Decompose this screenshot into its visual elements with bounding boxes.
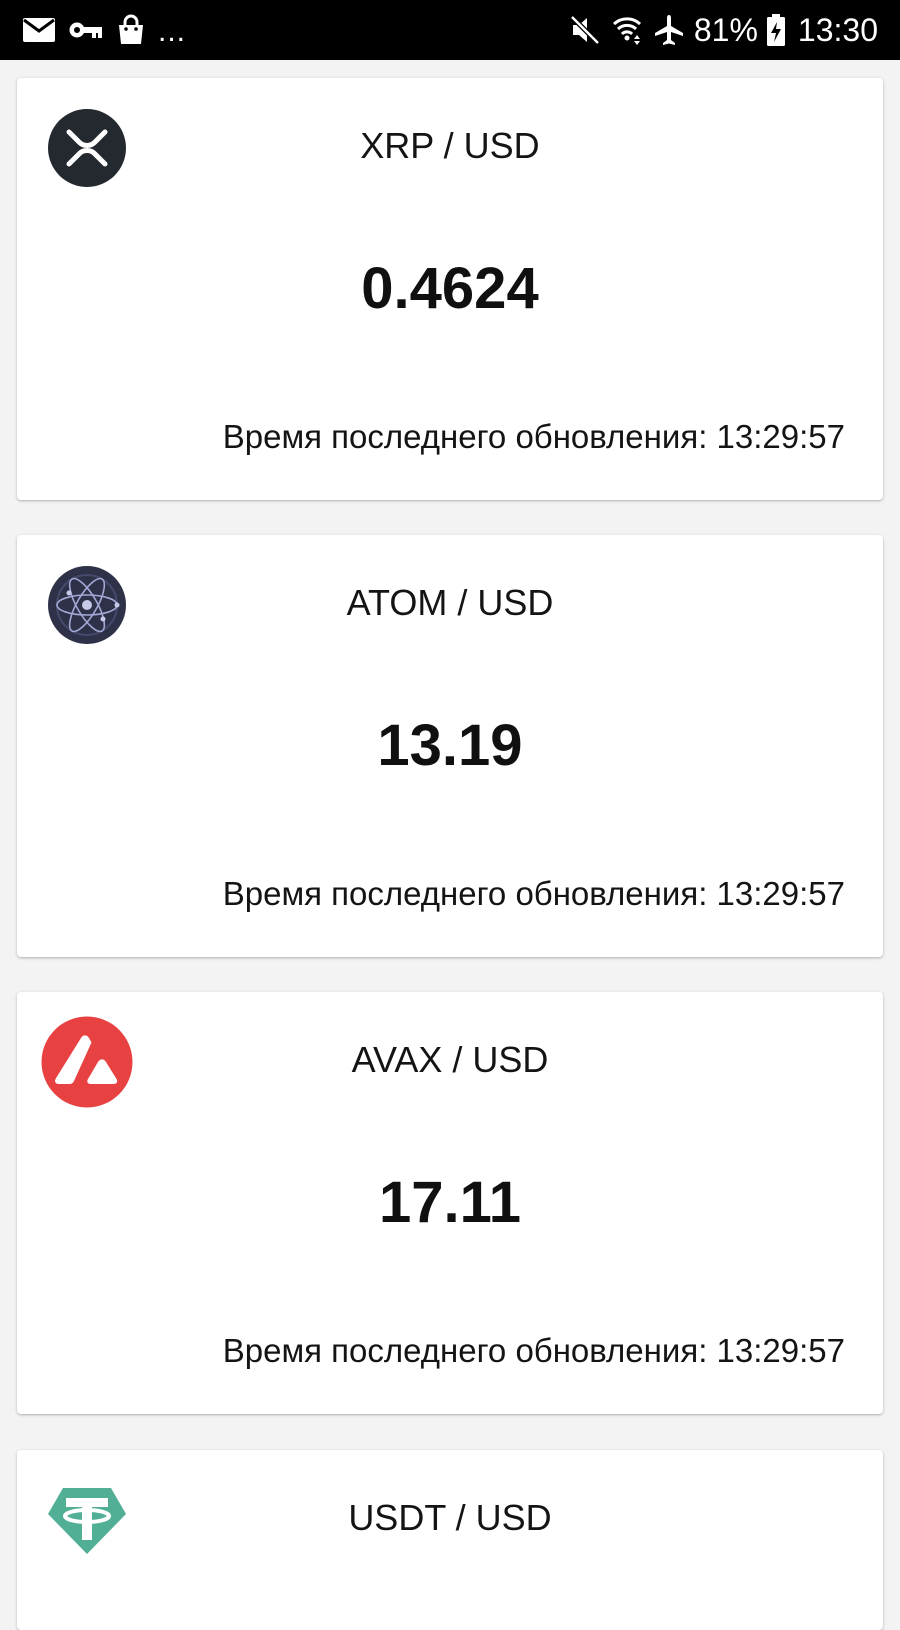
last-updated-label: Время последнего обновления: bbox=[222, 418, 708, 455]
last-updated-time: 13:29:57 bbox=[716, 875, 845, 912]
wifi-icon bbox=[610, 13, 644, 47]
last-updated: Время последнего обновления: 13:29:57 bbox=[223, 1330, 845, 1372]
price-value: 0.4624 bbox=[361, 256, 539, 321]
atom-icon bbox=[47, 565, 127, 645]
currency-pair-label: USDT / USD bbox=[348, 1497, 552, 1538]
rate-card-atom[interactable]: ATOM / USD 13.19 Время последнего обновл… bbox=[17, 535, 883, 957]
price-value: 17.11 bbox=[379, 1170, 521, 1235]
battery-charging-icon bbox=[766, 13, 786, 47]
last-updated-label: Время последнего обновления: bbox=[222, 875, 708, 912]
last-updated-time: 13:29:57 bbox=[716, 418, 845, 455]
usdt-icon bbox=[47, 1480, 127, 1560]
last-updated: Время последнего обновления: 13:29:57 bbox=[223, 873, 845, 915]
xrp-icon bbox=[47, 108, 127, 188]
currency-pair-label: XRP / USD bbox=[360, 125, 540, 166]
shopping-bag-icon bbox=[116, 14, 146, 46]
more-notifications-indicator: ... bbox=[158, 15, 187, 48]
rate-card-avax[interactable]: AVAX / USD 17.11 Время последнего обновл… bbox=[17, 992, 883, 1414]
vpn-key-icon bbox=[68, 19, 104, 41]
price-value: 13.19 bbox=[377, 713, 523, 778]
status-bar: ... 81% bbox=[0, 0, 900, 60]
notification-icons: ... bbox=[22, 0, 186, 60]
last-updated-label: Время последнего обновления: bbox=[222, 1332, 708, 1369]
last-updated-time: 13:29:57 bbox=[716, 1332, 845, 1369]
currency-pair-label: ATOM / USD bbox=[346, 582, 554, 623]
rate-card-xrp[interactable]: XRP / USD 0.4624 Время последнего обновл… bbox=[17, 78, 883, 500]
mute-icon bbox=[568, 13, 602, 47]
currency-pair-label: AVAX / USD bbox=[351, 1039, 549, 1080]
airplane-mode-icon bbox=[652, 13, 686, 47]
clock: 13:30 bbox=[797, 12, 878, 48]
rate-card-usdt[interactable]: USDT / USD bbox=[17, 1450, 883, 1630]
mail-icon bbox=[22, 17, 56, 43]
last-updated: Время последнего обновления: 13:29:57 bbox=[223, 416, 845, 458]
battery-percentage: 81% bbox=[693, 12, 758, 48]
avax-icon bbox=[41, 1016, 133, 1108]
system-icons: 81% 13:30 bbox=[568, 0, 878, 60]
